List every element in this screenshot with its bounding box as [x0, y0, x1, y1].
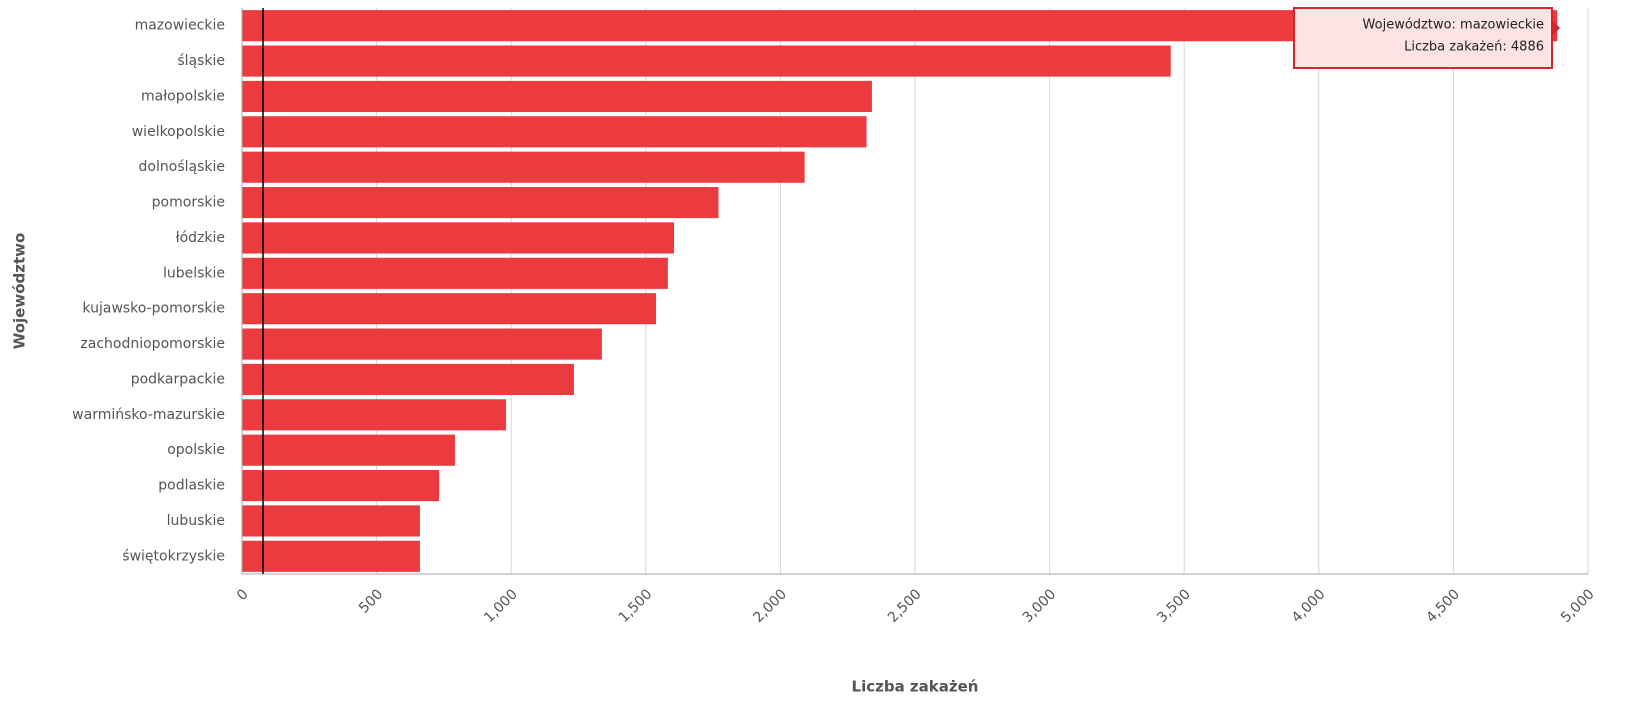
tooltip: Województwo: mazowieckie Liczba zakażeń: … [1293, 7, 1560, 69]
y-tick-label: zachodniopomorskie [80, 336, 225, 352]
y-tick-label: podkarpackie [131, 371, 225, 387]
y-tick-label: warmińsko-mazurskie [72, 407, 225, 423]
x-tick-label: 3,500 [1154, 586, 1194, 626]
bar [242, 434, 455, 466]
bar [242, 505, 420, 537]
x-tick-label: 2,500 [885, 586, 925, 626]
y-tick-label: dolnośląskie [139, 159, 225, 175]
x-tick-label: 4,000 [1289, 586, 1329, 626]
y-tick-label: wielkopolskie [132, 124, 225, 140]
bar [242, 186, 719, 219]
bar [242, 363, 574, 396]
y-tick-label: świętokrzyskie [122, 548, 225, 564]
x-tick-label: 3,000 [1020, 586, 1060, 626]
y-tick-label: opolskie [167, 442, 225, 458]
tooltip-text: Województwo: mazowieckie [1363, 18, 1544, 33]
tooltip-pointer [1552, 20, 1560, 36]
bar [242, 469, 440, 502]
y-tick-label: lubelskie [163, 265, 225, 281]
x-tick-label: 1,500 [616, 586, 656, 626]
x-axis-title: Liczba zakażeń [852, 678, 979, 696]
bar [242, 257, 668, 289]
y-tick-label: łódzkie [176, 230, 225, 246]
x-tick-label: 4,500 [1423, 586, 1463, 626]
y-tick-label: pomorskie [152, 195, 225, 211]
bar [242, 540, 420, 572]
bar [242, 328, 602, 360]
y-tick-label: lubuskie [167, 513, 225, 529]
y-tick-label: podlaskie [158, 478, 225, 494]
tooltip-box [1293, 7, 1553, 69]
y-tick-label: małopolskie [141, 88, 225, 104]
bar [242, 293, 657, 325]
bar [242, 45, 1171, 77]
x-tick-label: 5,000 [1558, 586, 1598, 626]
bar [242, 116, 867, 148]
bar [242, 80, 872, 113]
x-tick-label: 1,000 [481, 586, 521, 626]
bar [242, 151, 805, 183]
tooltip-text: Liczba zakażeń: 4886 [1404, 40, 1544, 55]
y-tick-label: mazowieckie [135, 18, 225, 34]
bar [242, 222, 675, 254]
y-axis-title: Województwo [11, 233, 29, 350]
y-tick-label: śląskie [177, 53, 225, 69]
y-tick-label: kujawsko-pomorskie [82, 301, 225, 317]
bar [242, 399, 507, 431]
x-tick-label: 2,000 [750, 586, 790, 626]
x-tick-label: 500 [356, 586, 386, 616]
x-tick-label: 0 [234, 586, 252, 604]
